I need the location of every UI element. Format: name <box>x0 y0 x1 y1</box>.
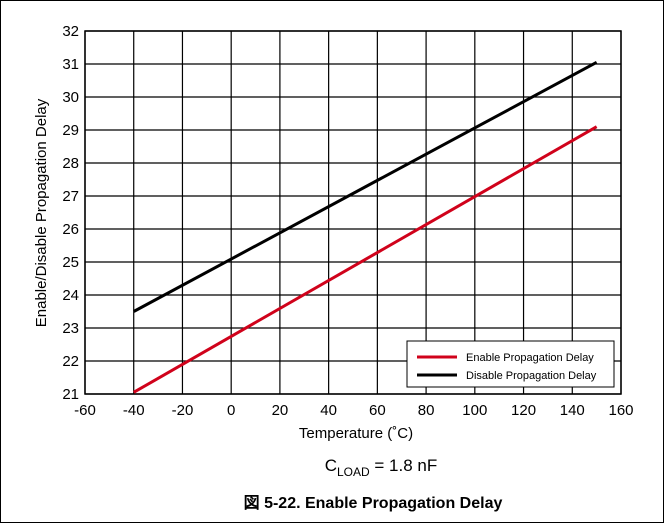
x-tick-label: -40 <box>123 402 145 419</box>
legend: Enable Propagation Delay Disable Propagat… <box>406 340 615 388</box>
x-tick-label: -20 <box>172 402 194 419</box>
x-axis-label: Temperature (˚C) <box>299 425 413 442</box>
x-tick-label: 80 <box>418 402 435 419</box>
y-tick-label: 27 <box>62 188 79 205</box>
y-tick-label: 22 <box>62 353 79 370</box>
x-tick-label: 100 <box>462 402 487 419</box>
x-tick-label: 0 <box>227 402 235 419</box>
y-tick-label: 25 <box>62 254 79 271</box>
grid <box>84 30 622 395</box>
legend-box <box>406 340 615 388</box>
x-tick-label: -60 <box>74 402 96 419</box>
plot-border <box>84 30 622 395</box>
y-tick-label: 28 <box>62 155 79 172</box>
x-tick-label: 40 <box>320 402 337 419</box>
x-tick-label: 140 <box>560 402 585 419</box>
y-axis-label: Enable/Disable Propagation Delay <box>33 98 50 327</box>
annotation-main: C <box>325 456 337 475</box>
y-tick-label: 26 <box>62 221 79 238</box>
legend-label-0: Enable Propagation Delay <box>466 352 594 364</box>
y-tick-labels: 21 22 23 24 25 26 27 28 29 30 31 32 <box>62 23 79 403</box>
x-tick-label: 20 <box>272 402 289 419</box>
y-tick-label: 23 <box>62 320 79 337</box>
x-tick-labels: -60 -40 -20 0 20 40 60 80 100 120 140 160 <box>74 402 633 419</box>
y-tick-label: 30 <box>62 89 79 106</box>
series-line-0 <box>132 125 598 394</box>
legend-label-1: Disable Propagation Delay <box>466 370 597 382</box>
x-tick-label: 120 <box>511 402 536 419</box>
y-tick-label: 31 <box>62 56 79 73</box>
annotation-rest: = 1.8 nF <box>370 456 438 475</box>
series-line-1 <box>133 61 598 313</box>
figure-caption: 図 5-22. Enable Propagation Delay <box>244 494 503 512</box>
series-lines <box>132 61 598 394</box>
y-tick-label: 21 <box>62 386 79 403</box>
annotation-subscript: LOAD <box>337 465 370 479</box>
y-tick-label: 29 <box>62 122 79 139</box>
x-tick-label: 160 <box>608 402 633 419</box>
x-tick-label: 60 <box>369 402 386 419</box>
y-tick-label: 32 <box>62 23 79 40</box>
y-tick-label: 24 <box>62 287 79 304</box>
load-annotation: CLOAD = 1.8 nF <box>325 456 438 479</box>
